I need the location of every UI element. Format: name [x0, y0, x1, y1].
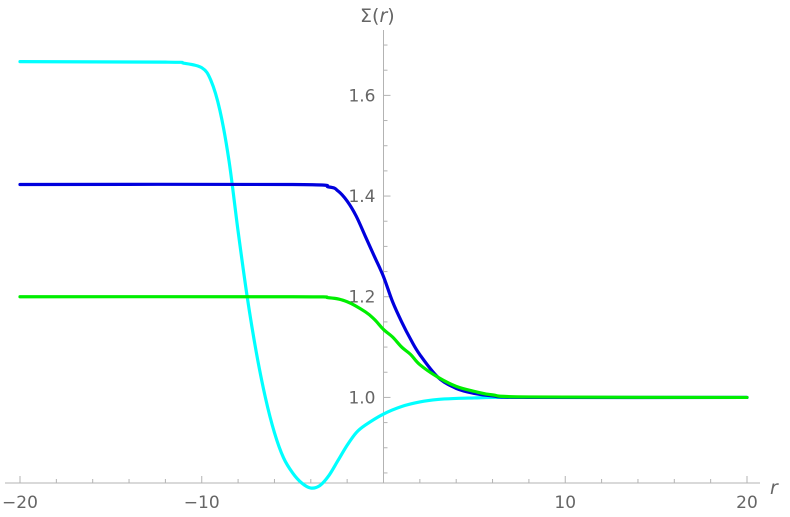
y-axis-label: Σ(r) [360, 5, 395, 27]
series-line-3 [18, 295, 749, 400]
x-tick-label: 20 [736, 493, 758, 513]
x-tick-label: 10 [554, 493, 576, 513]
y-tick-label: 1.6 [348, 86, 375, 106]
axes [5, 30, 760, 484]
x-axis-label: r [770, 477, 779, 499]
series-group [18, 60, 749, 490]
y-tick-label: 1.0 [348, 388, 375, 408]
y-tick-label: 1.4 [348, 187, 375, 207]
x-tick-label: −20 [2, 493, 38, 513]
x-tick-label: −10 [184, 493, 220, 513]
ticks: −20 −10 10 20 1.0 1.2 1.4 1.6 [2, 44, 758, 513]
y-tick-label: 1.2 [348, 288, 375, 308]
series-line-1 [18, 60, 749, 490]
